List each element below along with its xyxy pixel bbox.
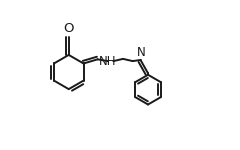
Text: NH: NH	[99, 55, 116, 68]
Text: N: N	[137, 46, 145, 59]
Text: O: O	[63, 22, 74, 35]
